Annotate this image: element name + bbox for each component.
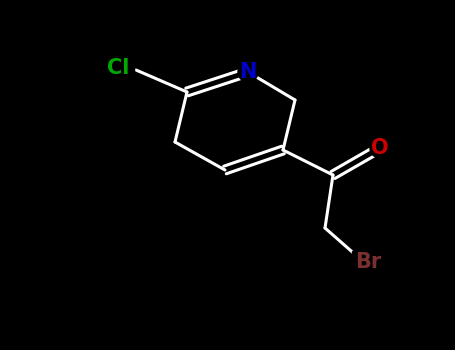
Bar (102, 57, 134, 79)
Bar (352, 251, 384, 273)
Text: Br: Br (355, 252, 381, 272)
Text: O: O (371, 138, 389, 158)
Text: Cl: Cl (107, 58, 129, 78)
Circle shape (370, 138, 390, 158)
Circle shape (238, 62, 258, 82)
Text: N: N (239, 62, 257, 82)
